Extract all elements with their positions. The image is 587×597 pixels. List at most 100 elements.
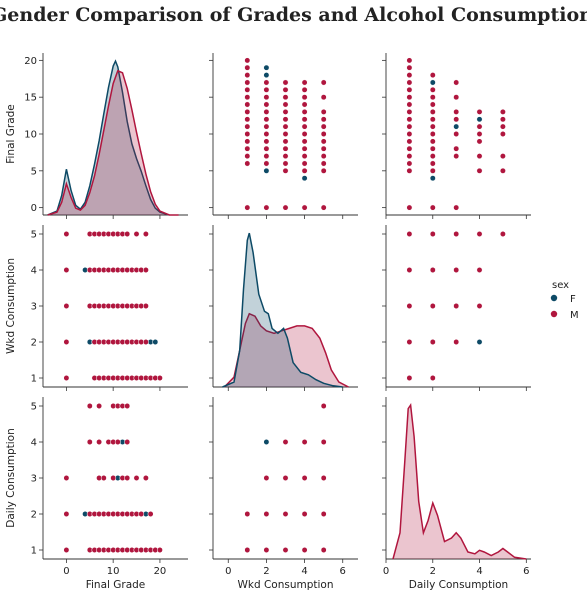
point-m [499, 123, 506, 130]
point-m [406, 72, 413, 79]
point-m [124, 403, 131, 409]
point-f [429, 175, 436, 182]
point-m [63, 231, 70, 237]
point-m [110, 475, 117, 481]
point-f [301, 175, 308, 182]
point-m [244, 131, 251, 137]
point-m [320, 123, 327, 130]
point-m [133, 231, 140, 237]
point-m [320, 145, 327, 152]
panel-0-0: 0 5 10 15 20 Final Grade [5, 53, 188, 219]
point-m [114, 439, 121, 445]
point-m [282, 138, 289, 145]
point-m [63, 339, 70, 345]
kde-fill-m [224, 313, 349, 387]
point-m [406, 116, 413, 123]
point-m [263, 511, 270, 517]
chart-title: Gender Comparison of Grades and Alcohol … [0, 4, 587, 26]
point-m [263, 131, 270, 137]
point-f [263, 72, 270, 79]
y-tick-label: 5 [31, 230, 37, 241]
point-m [476, 138, 483, 145]
point-f [263, 167, 270, 174]
point-m [406, 231, 413, 237]
point-m [244, 160, 251, 167]
point-m [320, 116, 327, 123]
y-tick-label: 4 [31, 266, 37, 277]
point-m [244, 94, 251, 101]
point-m [301, 123, 308, 130]
point-m [263, 123, 270, 130]
point-m [63, 303, 70, 309]
point-m [138, 511, 145, 517]
point-m [429, 131, 436, 137]
y-tick-label: 4 [31, 438, 37, 449]
point-m [476, 167, 483, 174]
point-m [476, 131, 483, 137]
panel-0-1 [209, 53, 358, 219]
point-m [263, 475, 270, 481]
x-axis-label: Final Grade [86, 579, 146, 591]
x-tick-label: 10 [107, 566, 120, 577]
x-tick-label: 2 [263, 566, 269, 577]
point-m [244, 79, 251, 86]
y-tick-label: 2 [31, 510, 37, 521]
point-m [301, 108, 308, 115]
point-m [320, 153, 327, 160]
point-m [429, 204, 436, 211]
kde-fill-f [222, 233, 343, 387]
point-m [244, 204, 251, 211]
point-m [406, 101, 413, 108]
point-m [244, 57, 251, 64]
point-m [499, 116, 506, 123]
point-m [282, 131, 289, 137]
point-m [156, 547, 163, 553]
point-m [142, 339, 149, 345]
point-m [320, 94, 327, 101]
legend-marker-f [550, 294, 558, 302]
point-m [406, 153, 413, 160]
point-m [429, 153, 436, 160]
point-m [244, 153, 251, 160]
point-m [429, 231, 436, 237]
y-tick-label: 3 [31, 474, 37, 485]
point-m [453, 204, 460, 211]
point-m [476, 123, 483, 130]
point-m [142, 303, 149, 309]
point-f [429, 79, 436, 86]
point-m [320, 108, 327, 115]
point-m [453, 267, 460, 273]
point-m [429, 160, 436, 167]
y-tick-label: 20 [24, 56, 37, 67]
point-f [263, 64, 270, 71]
point-m [282, 116, 289, 123]
x-tick-label: 20 [154, 566, 167, 577]
y-axis-label: Daily Consumption [5, 428, 17, 527]
legend-label-m: M [570, 310, 579, 321]
point-m [406, 375, 413, 381]
point-m [263, 94, 270, 101]
point-m [320, 204, 327, 211]
point-m [476, 108, 483, 115]
point-f [152, 339, 159, 345]
point-m [429, 86, 436, 93]
point-m [429, 303, 436, 309]
point-m [301, 131, 308, 137]
kde-line-m [47, 69, 179, 216]
point-m [476, 303, 483, 309]
point-m [147, 511, 154, 517]
point-f [476, 116, 483, 123]
y-tick-label: 1 [31, 546, 37, 557]
panel-1-2 [382, 225, 531, 391]
point-m [476, 153, 483, 160]
point-m [453, 94, 460, 101]
point-m [301, 79, 308, 86]
point-m [429, 72, 436, 79]
point-m [429, 138, 436, 145]
point-m [124, 475, 131, 481]
point-m [86, 403, 93, 409]
x-tick-label: 4 [301, 566, 307, 577]
y-tick-label: 5 [31, 166, 37, 177]
y-axis-label: Final Grade [5, 104, 17, 164]
point-m [320, 403, 327, 409]
